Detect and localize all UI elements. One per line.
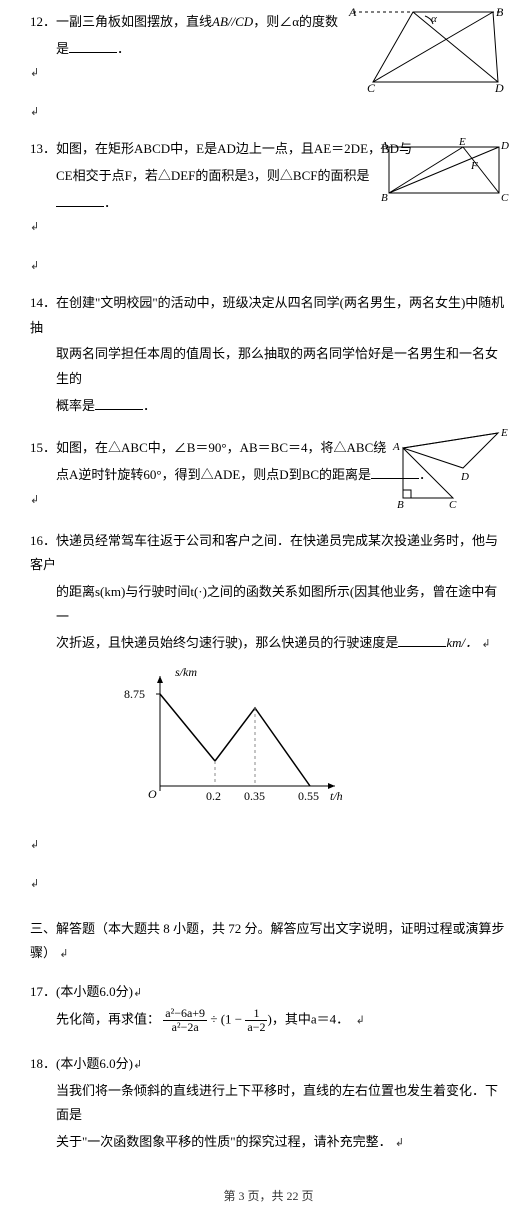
q13-num: 13．	[30, 141, 56, 156]
svg-text:C: C	[501, 192, 509, 204]
q16-num: 16．	[30, 533, 56, 548]
q18-text-a: 当我们将一条倾斜的直线进行上下平移时，直线的左右位置也发生着变化．下面是	[56, 1083, 498, 1123]
svg-text:A: A	[392, 441, 400, 453]
q18-pts: (本小题6.0分)	[56, 1056, 133, 1071]
newline-icon: ↲	[356, 1014, 365, 1026]
svg-text:D: D	[494, 81, 504, 95]
q16-unit: km/．	[446, 635, 478, 650]
newline-icon: ↲	[30, 256, 507, 277]
q17-frac2: 1a−2	[245, 1007, 267, 1034]
question-15: A B C D E 15．如图，在△ABC中，∠B＝90°，AB＝BC＝4，将△…	[30, 436, 507, 510]
question-17: 17．(本小题6.0分)↲ 先化简，再求值： a²−6a+9a²−2a ÷ (1…	[30, 980, 507, 1034]
q16-blank	[398, 633, 446, 647]
newline-icon: ↲	[30, 874, 507, 895]
question-14: 14．在创建"文明校园"的活动中，班级决定从四名同学(两名男生，两名女生)中随机…	[30, 291, 507, 418]
q13-end: ．	[104, 195, 117, 210]
question-16: 16．快递员经常驾车往返于公司和客户之间．在快递员完成某次投递业务时，他与客户 …	[30, 529, 507, 856]
q17-div: ÷	[210, 1011, 217, 1026]
q12-end: ．	[117, 41, 130, 56]
newline-icon: ↲	[133, 1059, 142, 1071]
svg-text:F: F	[470, 160, 478, 172]
q17-num: 17．	[30, 984, 56, 999]
question-18: 18．(本小题6.0分)↲ 当我们将一条倾斜的直线进行上下平移时，直线的左右位置…	[30, 1052, 507, 1155]
svg-text:D: D	[500, 140, 509, 152]
svg-text:O: O	[148, 787, 157, 801]
svg-text:0.2: 0.2	[206, 789, 221, 803]
q12-text-b: ，则∠α的度数	[253, 14, 338, 29]
q12-figure: A B C D α	[343, 4, 513, 105]
newline-icon: ↲	[30, 217, 507, 238]
q16-text-c: 次折返，且快递员始终匀速行驶)，那么快递员的行驶速度是	[56, 635, 398, 650]
q15-text-a: 如图，在△ABC中，∠B＝90°，AB＝BC＝4，将△ABC绕	[56, 440, 386, 455]
newline-icon: ↲	[30, 835, 507, 856]
q12-expr: AB//CD	[212, 14, 253, 29]
section-3-title: 三、解答题（本大题共 8 小题，共 72 分。解答应写出文字说明，证明过程或演算…	[30, 921, 505, 961]
svg-text:B: B	[397, 499, 404, 511]
q14-text-b: 取两名同学担任本周的值周长，那么抽取的两名同学恰好是一名男生和一名女生的	[56, 346, 498, 386]
q14-blank	[95, 396, 143, 410]
q15-num: 15．	[30, 440, 56, 455]
svg-text:A: A	[380, 140, 388, 152]
svg-text:D: D	[460, 471, 469, 483]
svg-text:B: B	[381, 192, 388, 204]
q17-text-b: ，其中a＝4．	[272, 1011, 349, 1026]
question-12: A B C D α 12．一副三角板如图摆放，直线AB//CD，则∠α的度数 是…	[30, 10, 507, 84]
svg-text:C: C	[367, 81, 376, 95]
q18-num: 18．	[30, 1056, 56, 1071]
svg-text:E: E	[458, 136, 466, 148]
svg-text:α: α	[431, 13, 437, 25]
q13-blank	[56, 193, 104, 207]
q13-text-a: 如图，在矩形ABCD中，E是AD边上一点，且AE＝2DE，BD与	[56, 141, 412, 156]
q14-text-a: 在创建"文明校园"的活动中，班级决定从四名同学(两名男生，两名女生)中随机抽	[30, 295, 504, 335]
page-footer: 第 3 页，共 22 页	[30, 1185, 507, 1208]
q12-text-c: 是	[56, 41, 69, 56]
q12-num: 12．	[30, 14, 56, 29]
svg-text:s/km: s/km	[175, 665, 197, 679]
svg-text:0.55: 0.55	[298, 789, 319, 803]
svg-text:B: B	[496, 5, 504, 19]
q17-pts: (本小题6.0分)	[56, 984, 133, 999]
q18-text-b: 关于"一次函数图象平移的性质"的探究过程，请补充完整．	[56, 1134, 392, 1149]
svg-text:0.35: 0.35	[244, 789, 265, 803]
newline-icon: ↲	[395, 1137, 404, 1149]
newline-icon: ↲	[133, 987, 142, 999]
q15-text-b: 点A逆时针旋转60°，得到△ADE，则点D到BC的距离是	[56, 467, 371, 482]
q14-end: ．	[143, 398, 156, 413]
svg-text:t/h: t/h	[330, 789, 343, 803]
q12-blank	[69, 39, 117, 53]
newline-icon: ↲	[30, 102, 507, 123]
svg-text:A: A	[348, 5, 357, 19]
q14-text-c: 概率是	[56, 398, 95, 413]
q13-text-b: CE相交于点F，若△DEF的面积是3，则△BCF的面积是	[56, 168, 369, 183]
svg-text:8.75: 8.75	[124, 687, 145, 701]
q13-figure: A D B C E F	[375, 137, 513, 214]
newline-icon: ↲	[59, 948, 68, 960]
svg-text:C: C	[449, 499, 457, 511]
q14-num: 14．	[30, 295, 56, 310]
q16-chart: s/km t/h O 8.75 0.2 0.35 0.55	[120, 666, 507, 825]
q16-text-a: 快递员经常驾车往返于公司和客户之间．在快递员完成某次投递业务时，他与客户	[30, 533, 498, 573]
q12-text-a: 一副三角板如图摆放，直线	[56, 14, 212, 29]
svg-text:E: E	[500, 427, 508, 439]
question-13: A D B C E F 13．如图，在矩形ABCD中，E是AD边上一点，且AE＝…	[30, 137, 507, 238]
q17-text-a: 先化简，再求值：	[56, 1011, 160, 1026]
newline-icon: ↲	[481, 638, 490, 650]
q17-minus: −	[235, 1011, 242, 1026]
q17-frac1: a²−6a+9a²−2a	[163, 1007, 207, 1034]
q15-figure: A B C D E	[383, 428, 513, 527]
section-3-header: 三、解答题（本大题共 8 小题，共 72 分。解答应写出文字说明，证明过程或演算…	[30, 917, 507, 966]
q17-one: 1	[225, 1011, 232, 1026]
q16-text-b: 的距离s(km)与行驶时间t(·)之间的函数关系如图所示(因其他业务，曾在途中有…	[56, 584, 497, 624]
